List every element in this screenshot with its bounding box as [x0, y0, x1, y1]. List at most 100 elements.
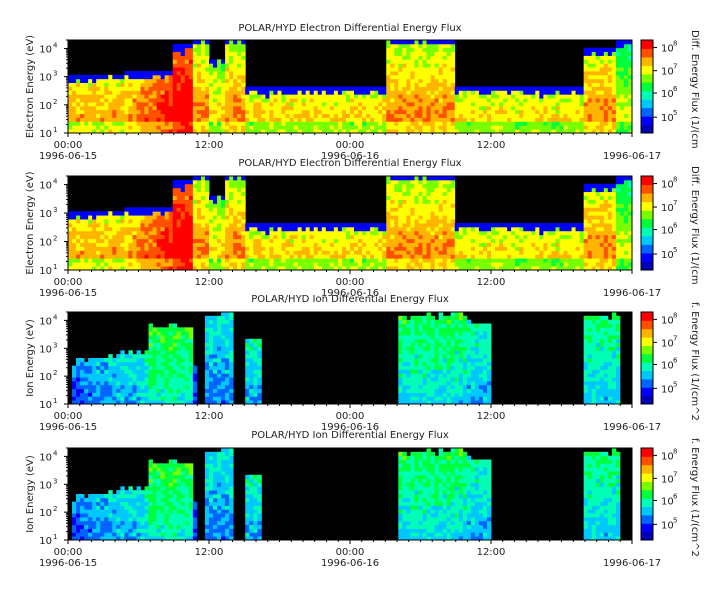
colorbar-tick-label: 10: [661, 203, 674, 214]
x-tick-label: 00:00: [336, 411, 365, 422]
y-tick-label: 10: [39, 129, 52, 140]
spectrogram: [68, 176, 633, 271]
x-date-label: 1996-06-16: [321, 422, 379, 433]
y-tick-exponent: 3: [53, 206, 57, 214]
colorbar-tick-label: 10: [661, 89, 674, 100]
x-tick-label: 00:00: [336, 140, 365, 151]
y-tick-label: 10: [39, 73, 52, 84]
y-tick-label: 10: [39, 536, 52, 547]
y-tick-exponent: 1: [53, 533, 57, 541]
colorbar-tick-label: 10: [661, 250, 674, 261]
y-tick-exponent: 2: [53, 235, 57, 243]
x-tick-label: 00:00: [336, 277, 365, 288]
x-tick-label: 12:00: [195, 547, 224, 558]
y-tick-exponent: 4: [53, 41, 58, 49]
x-date-label: 1996-06-15: [39, 288, 97, 299]
y-tick-exponent: 2: [53, 505, 57, 513]
y-tick-exponent: 3: [53, 341, 57, 349]
panel-3: POLAR/HYD Ion Differential Energy Flux10…: [25, 294, 700, 433]
spectrogram: [72, 312, 621, 405]
colorbar-tick-label: 10: [661, 180, 674, 191]
panel-title: POLAR/HYD Electron Differential Energy F…: [238, 158, 461, 169]
y-tick-exponent: 2: [53, 98, 57, 106]
x-tick-label: 12:00: [195, 140, 224, 151]
y-tick-label: 10: [39, 209, 52, 220]
y-tick-label: 10: [39, 452, 52, 463]
colorbar-tick-label: 10: [661, 338, 674, 349]
y-tick-label: 10: [39, 400, 52, 411]
colorbar-tick-exponent: 8: [673, 176, 677, 184]
y-tick-label: 10: [39, 508, 52, 519]
panel-2: POLAR/HYD Electron Differential Energy F…: [25, 158, 700, 299]
x-date-label: 1996-06-17: [603, 288, 661, 299]
y-tick-exponent: 4: [53, 449, 58, 457]
colorbar-tick-exponent: 7: [673, 63, 677, 71]
x-date-label: 1996-06-15: [39, 151, 97, 162]
colorbar-tick-exponent: 7: [673, 470, 677, 478]
colorbar-tick-label: 10: [661, 360, 674, 371]
x-date-label: 1996-06-16: [321, 558, 379, 569]
x-date-label: 1996-06-17: [603, 151, 661, 162]
x-tick-label: 00:00: [54, 140, 83, 151]
colorbar-tick-exponent: 8: [673, 311, 677, 319]
colorbar-tick-exponent: 5: [673, 380, 677, 388]
colorbar-tick-exponent: 8: [673, 39, 677, 47]
x-tick-label: 00:00: [54, 411, 83, 422]
panel-title: POLAR/HYD Ion Differential Energy Flux: [251, 430, 449, 441]
colorbar-label: f. Energy Flux (1/(cm^2: [689, 302, 700, 421]
x-date-label: 1996-06-17: [603, 558, 661, 569]
colorbar-tick-label: 10: [661, 43, 674, 54]
colorbar-tick-label: 10: [661, 113, 674, 124]
colorbar-label: Diff. Energy Flux (1/(cm: [689, 30, 700, 149]
x-tick-label: 12:00: [477, 547, 506, 558]
colorbar-tick-exponent: 6: [673, 492, 678, 500]
x-date-label: 1996-06-16: [321, 288, 379, 299]
x-tick-label: 12:00: [477, 140, 506, 151]
y-tick-label: 10: [39, 266, 52, 277]
y-tick-label: 10: [39, 372, 52, 383]
y-tick-label: 10: [39, 101, 52, 112]
y-tick-exponent: 1: [53, 397, 57, 405]
x-tick-label: 12:00: [477, 411, 506, 422]
panel-title: POLAR/HYD Electron Differential Energy F…: [238, 23, 461, 34]
colorbar-label: f. Energy Flux (1/(cm^2: [689, 438, 700, 557]
colorbar-tick-exponent: 7: [673, 199, 677, 207]
y-tick-exponent: 1: [53, 126, 57, 134]
y-tick-label: 10: [39, 344, 52, 355]
colorbar-tick-label: 10: [661, 226, 674, 237]
y-tick-exponent: 3: [53, 477, 57, 485]
x-tick-label: 12:00: [477, 277, 506, 288]
colorbar-tick-exponent: 6: [673, 222, 678, 230]
x-tick-label: 00:00: [336, 547, 365, 558]
panel-4: POLAR/HYD Ion Differential Energy Flux10…: [25, 430, 700, 569]
y-tick-exponent: 2: [53, 369, 57, 377]
x-tick-label: 00:00: [54, 547, 83, 558]
y-tick-label: 10: [39, 480, 52, 491]
colorbar-tick-exponent: 5: [673, 516, 677, 524]
colorbar-tick-label: 10: [661, 520, 674, 531]
y-tick-label: 10: [39, 181, 52, 192]
colorbar-tick-exponent: 6: [673, 85, 678, 93]
y-axis-label: Electron Energy (eV): [25, 35, 36, 138]
x-date-label: 1996-06-15: [39, 422, 97, 433]
colorbar-tick-exponent: 7: [673, 334, 677, 342]
y-axis-label: Ion Energy (eV): [25, 319, 36, 397]
panel-title: POLAR/HYD Ion Differential Energy Flux: [251, 294, 449, 305]
y-tick-exponent: 4: [53, 178, 58, 186]
y-axis-label: Electron Energy (eV): [25, 171, 36, 274]
y-tick-exponent: 3: [53, 70, 57, 78]
colorbar-tick-exponent: 6: [673, 356, 678, 364]
spectrogram: [72, 448, 621, 541]
y-tick-exponent: 1: [53, 263, 57, 271]
colorbar-tick-label: 10: [661, 496, 674, 507]
colorbar-tick-label: 10: [661, 474, 674, 485]
x-tick-label: 12:00: [195, 277, 224, 288]
y-tick-exponent: 4: [53, 313, 58, 321]
colorbar-tick-exponent: 5: [673, 109, 677, 117]
spectrogram: [68, 40, 633, 134]
y-tick-label: 10: [39, 238, 52, 249]
